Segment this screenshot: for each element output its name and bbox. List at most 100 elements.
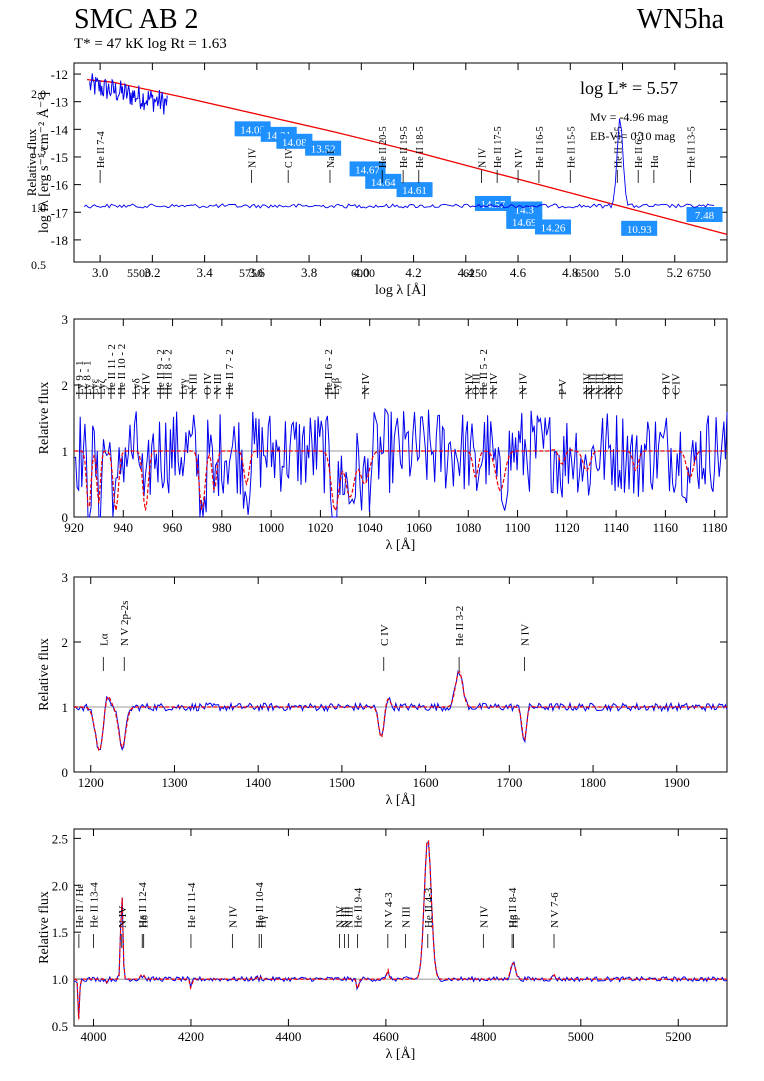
line-id-label: Lyζ bbox=[96, 378, 108, 395]
x-tick-label: 4400 bbox=[275, 1029, 301, 1044]
line-id-label: P V bbox=[557, 379, 569, 395]
observed-spectrum bbox=[74, 841, 728, 1019]
y-tick-label: -16 bbox=[51, 178, 69, 193]
line-id-label: N IV bbox=[519, 624, 531, 646]
overlay-y-tick-label: 2.0 bbox=[31, 87, 46, 101]
photometry-value: 14.57 bbox=[481, 199, 506, 211]
model-spectrum bbox=[74, 670, 727, 752]
overlay-x-tick-label: 6250 bbox=[463, 266, 487, 280]
line-id-label: N IV bbox=[117, 906, 129, 928]
photometry-box bbox=[276, 133, 313, 149]
y-tick-label: 1 bbox=[62, 700, 69, 715]
photometry-value: 10.93 bbox=[627, 224, 652, 236]
line-id-label: N III bbox=[339, 906, 351, 928]
photometry-value: 14.3 bbox=[515, 204, 535, 216]
line-id-label: Hδ bbox=[139, 915, 151, 928]
panel-sed: 3.0 3.2 3.4 3.6 3.8 4.0 4.2 4.4 4.6 4.8 5.0 5.2 -12 -… bbox=[24, 62, 728, 298]
line-id-label: N IV bbox=[463, 373, 475, 395]
x-tick-label: 1140 bbox=[603, 520, 629, 535]
photometry-box bbox=[305, 140, 342, 156]
x-tick-label: 5000 bbox=[568, 1029, 594, 1044]
line-id-label: N IV bbox=[478, 906, 490, 928]
photometry-value: 14.69 bbox=[512, 217, 537, 229]
y-tick-label: 1 bbox=[62, 444, 69, 459]
line-id-label: O III bbox=[471, 373, 483, 395]
line-id-label: N IV bbox=[477, 147, 488, 168]
line-id-label: N IV bbox=[601, 373, 613, 395]
y-tick-label: 0 bbox=[62, 765, 69, 780]
line-id-label: Hα bbox=[650, 155, 661, 168]
observed-spectrum bbox=[73, 669, 728, 751]
line-id-label: C IV bbox=[670, 373, 682, 395]
line-id-label: N IV bbox=[140, 373, 152, 395]
y-axis-label: Relative flux bbox=[37, 382, 52, 455]
y-tick-label: 1.0 bbox=[52, 972, 68, 987]
x-tick-label: 3.6 bbox=[249, 265, 266, 280]
overlay-y-tick-label: 1.0 bbox=[31, 201, 46, 215]
model-spectrum bbox=[74, 449, 727, 513]
y-tick-label: 1.5 bbox=[52, 925, 68, 940]
x-tick-label: 1160 bbox=[653, 520, 679, 535]
model-sed-line bbox=[87, 78, 728, 236]
plot-frame bbox=[73, 62, 728, 263]
line-id-label: He II 16-5 bbox=[535, 126, 546, 168]
line-id-label: N IV bbox=[517, 373, 529, 395]
line-id-label: N IV bbox=[335, 906, 347, 928]
x-tick-label: 920 bbox=[64, 520, 84, 535]
x-tick-label: 4200 bbox=[178, 1029, 204, 1044]
line-id-label: O IV bbox=[202, 373, 214, 395]
line-id-label: N V 4-3 bbox=[383, 892, 395, 928]
line-id-label: N IV bbox=[360, 373, 372, 395]
x-tick-label: 1700 bbox=[496, 775, 522, 790]
line-id-label: He II 12-4 bbox=[137, 882, 149, 928]
y-tick-label: 0.5 bbox=[52, 1019, 68, 1034]
x-tick-label: 4000 bbox=[80, 1029, 106, 1044]
photometry-box bbox=[621, 220, 658, 236]
line-id-label: N V 2p-2s bbox=[119, 601, 131, 646]
photometry-box bbox=[365, 173, 402, 189]
y-tick-label: -13 bbox=[51, 95, 68, 110]
y-axis-label: Relative flux bbox=[37, 638, 52, 711]
line-id-label: He II 7 - 2 bbox=[224, 349, 236, 395]
x-tick-label: 980 bbox=[212, 520, 232, 535]
line-id-label: He II 3-2 bbox=[454, 606, 466, 646]
line-id-label: He II 15-5 bbox=[566, 126, 577, 168]
color-excess: EB-V = 0.10 mag bbox=[590, 129, 675, 143]
x-tick-label: 4800 bbox=[470, 1029, 496, 1044]
line-id-label: Lyγ bbox=[177, 378, 189, 395]
x-tick-label: 1020 bbox=[307, 520, 333, 535]
x-tick-label: 3.2 bbox=[144, 265, 160, 280]
line-id-label: N V 7-6 bbox=[549, 892, 561, 928]
x-tick-label: 1300 bbox=[161, 775, 187, 790]
x-tick-label: 960 bbox=[163, 520, 183, 535]
x-axis-label: λ [Å] bbox=[386, 537, 416, 553]
x-axis-label: λ [Å] bbox=[386, 792, 416, 808]
x-tick-label: 3.0 bbox=[92, 265, 108, 280]
line-id-label: He II 13-5 bbox=[686, 126, 697, 168]
overlay-y-tick-label: 1.5 bbox=[31, 144, 46, 158]
line-id-label: Lyδ bbox=[131, 378, 143, 395]
y-tick-label: 2.5 bbox=[52, 831, 68, 846]
line-id-label: He II 11-4 bbox=[186, 882, 198, 928]
line-id-label: He II 14-5 bbox=[613, 126, 624, 168]
photometry-value: 14.64 bbox=[371, 177, 396, 189]
photometry-value: 7.48 bbox=[695, 210, 715, 222]
line-id-label: Lyε bbox=[89, 378, 101, 395]
y-tick-label: -12 bbox=[51, 67, 68, 82]
line-id-label: N IV bbox=[248, 147, 259, 168]
x-tick-label: 1900 bbox=[664, 775, 690, 790]
line-id-label: Ly 8 - 1 bbox=[81, 360, 93, 395]
line-id-label: He II 5 - 2 bbox=[478, 349, 490, 395]
photometry-box bbox=[349, 161, 386, 177]
line-id-label: He II 9 - 2 bbox=[155, 349, 167, 395]
x-tick-label: 1200 bbox=[78, 775, 104, 790]
line-id-label: He II 8 - 2 bbox=[163, 349, 175, 395]
x-tick-label: 4.8 bbox=[562, 265, 578, 280]
line-id-label: He II 4-3 bbox=[423, 887, 435, 928]
line-id-label: Hγ bbox=[257, 915, 269, 928]
x-tick-label: 5.2 bbox=[667, 265, 683, 280]
line-id-label: Lyβ bbox=[330, 377, 342, 395]
x-tick-label: 4600 bbox=[373, 1029, 399, 1044]
photometry-box bbox=[474, 195, 511, 211]
line-id-label: Na I bbox=[326, 151, 337, 169]
